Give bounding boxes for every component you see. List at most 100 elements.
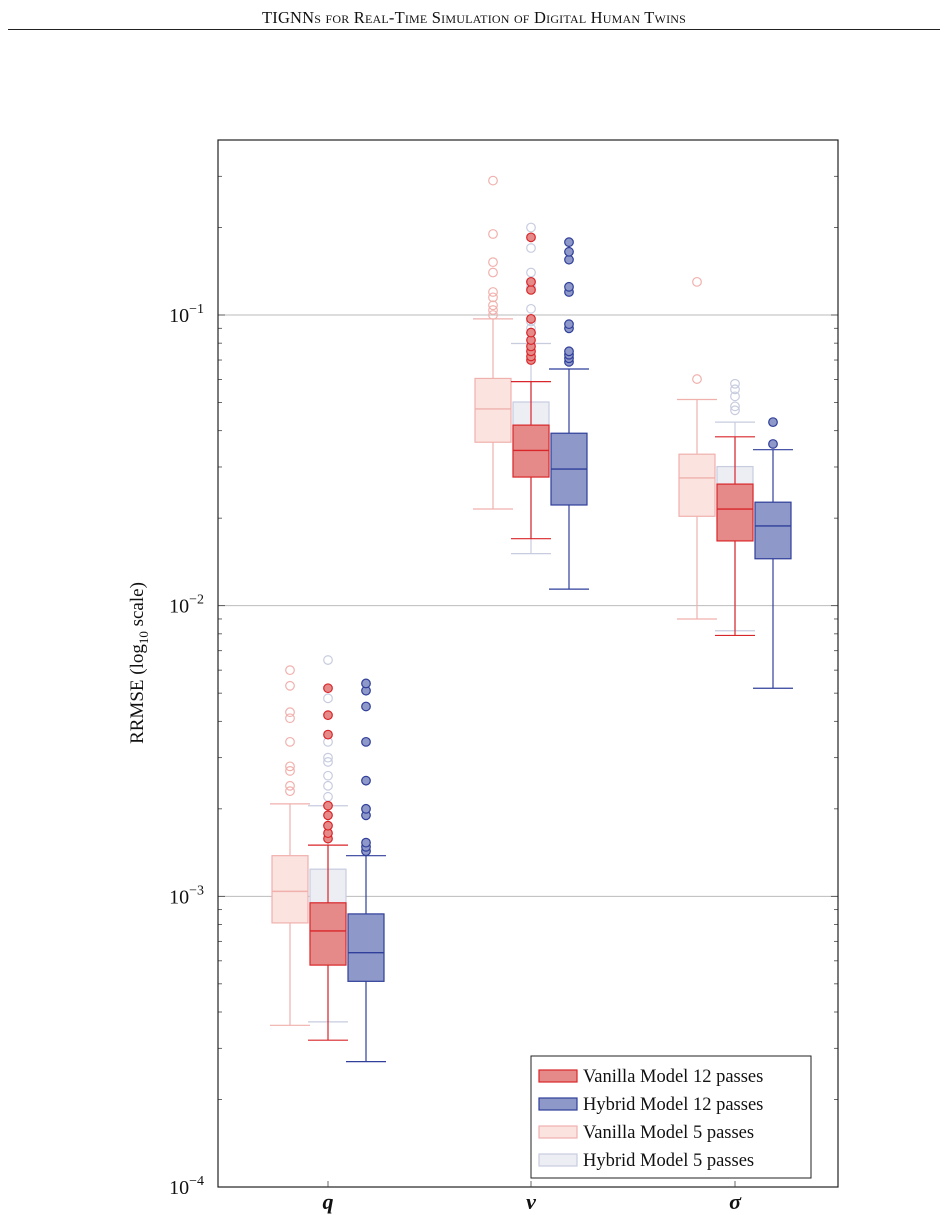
outlier-point — [323, 780, 333, 791]
outlier-point — [361, 837, 371, 848]
outlier-point — [488, 300, 498, 311]
outlier-point — [488, 287, 498, 297]
outlier-point — [323, 800, 333, 811]
legend-label-hybrid_12: Hybrid Model 12 passes — [583, 1095, 763, 1115]
x-tick-label: q — [323, 1189, 334, 1214]
legend-swatch-vanilla_5 — [538, 1125, 578, 1139]
outlier-point — [323, 770, 333, 781]
box-hybrid_12-σ — [753, 417, 793, 689]
y-tick-label: 10−4 — [169, 1174, 204, 1199]
box-iqr — [754, 501, 792, 560]
x-tick-label: v — [526, 1189, 536, 1214]
outlier-point — [361, 678, 371, 689]
y-tick-exponent: −2 — [189, 593, 204, 608]
outlier-point — [488, 310, 498, 320]
header-rule — [8, 29, 940, 30]
outlier-point — [564, 237, 574, 248]
box-iqr — [716, 483, 754, 542]
y-tick-label: 10−2 — [169, 593, 204, 618]
outlier-point — [564, 319, 574, 330]
box-iqr — [271, 855, 309, 924]
y-tick-base: 10 — [169, 1177, 189, 1199]
y-tick-exponent: −4 — [189, 1174, 204, 1189]
outlier-point — [768, 439, 778, 449]
outlier-point — [730, 401, 740, 412]
outlier-point — [285, 736, 295, 747]
box-hybrid_12-q — [346, 678, 386, 1063]
outlier-point — [526, 222, 536, 233]
y-tick-base: 10 — [169, 596, 189, 618]
outlier-point — [488, 292, 498, 303]
outlier-point — [323, 752, 333, 763]
outlier-point — [488, 229, 498, 239]
outlier-point — [488, 257, 498, 268]
outlier-point — [526, 232, 536, 243]
box-vanilla_12-q — [308, 683, 348, 1041]
boxes-layer — [270, 175, 793, 1063]
running-header: TIGNNs for Real-Time Simulation of Digit… — [261, 8, 687, 27]
outlier-point — [730, 391, 740, 402]
y-tick-base: 10 — [169, 305, 189, 327]
legend-frame — [530, 1055, 812, 1179]
box-iqr — [309, 902, 347, 966]
outlier-point — [526, 327, 536, 338]
outlier-point — [692, 276, 702, 287]
y-tick-exponent: −3 — [189, 883, 204, 898]
outlier-point — [285, 707, 295, 718]
outlier-point — [361, 803, 371, 814]
plot-frame — [217, 139, 839, 1188]
y-axis-label-sub: 10 — [136, 631, 151, 644]
outlier-point — [361, 701, 371, 712]
outlier-point — [285, 780, 295, 791]
legend-label-vanilla_12: Vanilla Model 12 passes — [583, 1067, 763, 1087]
box-iqr — [678, 453, 716, 517]
y-tick-label: 10−1 — [169, 302, 204, 327]
outlier-point — [323, 757, 333, 767]
outlier-point — [526, 303, 536, 314]
outlier-point — [526, 267, 536, 278]
x-tick-label: σ — [729, 1189, 742, 1214]
outlier-point — [768, 417, 778, 428]
outlier-point — [285, 713, 295, 724]
legend-label-hybrid_5: Hybrid Model 5 passes — [583, 1151, 754, 1171]
series-hybrid_12 — [346, 237, 793, 1063]
outlier-point — [323, 820, 333, 831]
outlier-point — [323, 710, 333, 721]
box-iqr — [347, 913, 385, 982]
legend-swatch-vanilla_12 — [538, 1069, 578, 1083]
outlier-point — [564, 346, 574, 357]
outlier-point — [285, 786, 295, 797]
outlier-point — [488, 305, 498, 315]
legend: Vanilla Model 12 passes Hybrid Model 12 p… — [530, 1055, 812, 1179]
outlier-point — [730, 405, 740, 416]
outlier-point — [361, 736, 371, 747]
box-vanilla_12-σ — [715, 436, 755, 637]
box-iqr — [474, 377, 512, 443]
series-vanilla_5 — [270, 175, 717, 1026]
outlier-point — [730, 378, 740, 389]
outlier-point — [526, 243, 536, 253]
outlier-point — [323, 810, 333, 821]
y-tick-base: 10 — [169, 886, 189, 908]
outlier-point — [285, 761, 295, 772]
y-tick-label: 10−3 — [169, 883, 204, 908]
box-vanilla_5-v — [473, 175, 513, 510]
outlier-point — [285, 766, 295, 776]
outlier-point — [323, 655, 333, 665]
legend-swatch-hybrid_5 — [538, 1153, 578, 1167]
outlier-point — [323, 683, 333, 694]
box-vanilla_5-σ — [677, 276, 717, 620]
y-axis-label: RRMSE (log10 scale) — [127, 582, 151, 744]
outlier-point — [361, 775, 371, 786]
outlier-point — [285, 680, 295, 691]
outlier-point — [692, 374, 702, 384]
outlier-point — [526, 284, 536, 295]
y-axis-label-tail: scale) — [127, 582, 148, 631]
outlier-point — [526, 313, 536, 324]
outlier-point — [526, 276, 536, 287]
y-tick-exponent: −1 — [189, 302, 204, 317]
outlier-point — [730, 384, 740, 395]
box-vanilla_12-v — [511, 232, 551, 540]
